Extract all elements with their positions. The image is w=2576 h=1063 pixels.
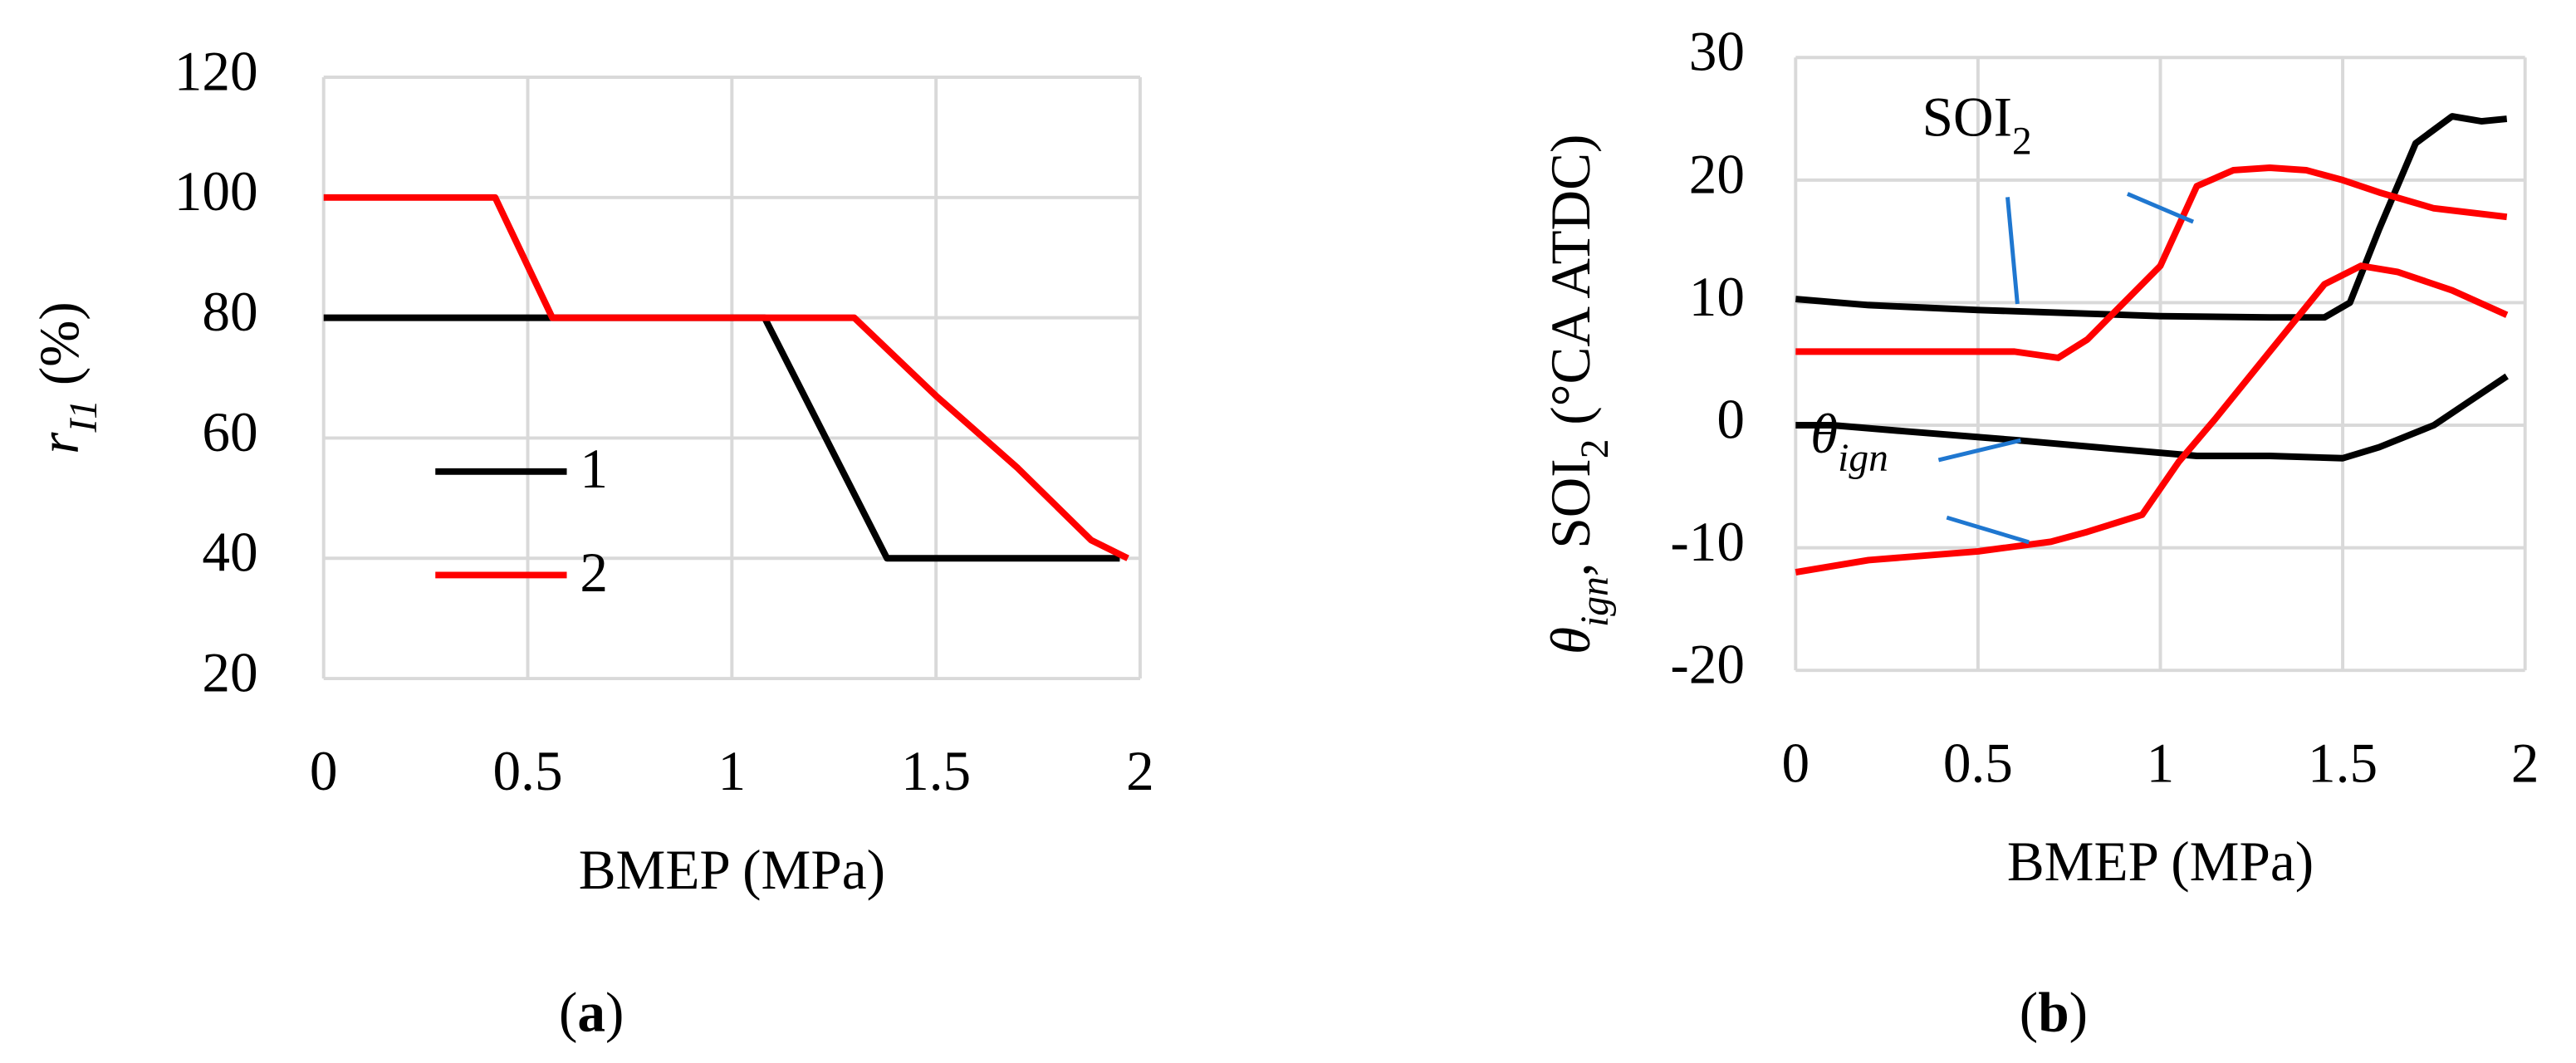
caption: (a) — [559, 982, 624, 1044]
x-tick-label: 0.5 — [493, 740, 563, 802]
leader-line — [1946, 515, 2030, 545]
y-tick-label: -20 — [1670, 634, 1745, 696]
x-tick-label: 2 — [1126, 740, 1154, 802]
data-line — [1795, 113, 2508, 321]
x-tick-label: 0 — [1781, 732, 1810, 794]
legend-label: 2 — [580, 541, 608, 604]
y-axis-label-part: (°CA ATDC) — [1540, 135, 1603, 439]
caption-part: b — [2038, 982, 2069, 1044]
y-tick-label: 40 — [202, 522, 257, 584]
x-axis-label: BMEP (MPa) — [579, 839, 885, 901]
y-axis-label-part: θ — [1540, 627, 1603, 654]
y-tick-label: 120 — [174, 40, 258, 102]
annotation-part: SOI — [1922, 86, 2012, 149]
x-tick-label: 1.5 — [901, 740, 971, 802]
legend-label: 1 — [580, 438, 608, 500]
data-line — [1795, 164, 2508, 361]
y-tick-label: 20 — [202, 641, 257, 703]
caption-part: a — [577, 982, 605, 1044]
caption-part: ( — [2020, 982, 2038, 1044]
x-tick-label: 1.5 — [2308, 732, 2378, 794]
x-tick-label: 0 — [310, 740, 338, 802]
y-axis-label-part: ign — [1574, 576, 1617, 627]
y-axis-label-part: (%) — [29, 301, 91, 399]
x-tick-label: 1 — [2147, 732, 2175, 794]
caption: (b) — [2020, 982, 2088, 1044]
annotation: SOI2 — [1922, 86, 2032, 163]
y-axis-label-part: r — [29, 432, 91, 454]
data-line — [1795, 373, 2509, 462]
data-line — [323, 193, 1129, 561]
annotation-part: 2 — [2012, 120, 2032, 163]
caption-part: ( — [559, 982, 577, 1044]
caption-part: ) — [605, 982, 624, 1044]
y-axis-label-part: , SOI — [1540, 458, 1603, 576]
y-tick-label: 80 — [202, 281, 257, 343]
leader-line — [2005, 197, 2020, 305]
data-line — [1795, 262, 2509, 576]
annotation-part: θ — [1810, 404, 1838, 466]
y-tick-label: -10 — [1670, 511, 1745, 573]
y-tick-label: 10 — [1689, 266, 1745, 328]
x-tick-label: 1 — [718, 740, 747, 802]
y-axis-label: rI1 (%) — [29, 301, 105, 453]
leader-line — [1937, 438, 2021, 463]
y-axis-label: θign, SOI2 (°CA ATDC) — [1540, 135, 1617, 654]
y-axis-label-part: 2 — [1574, 439, 1617, 459]
annotation: θign — [1810, 404, 1888, 480]
annotation-part: ign — [1838, 437, 1888, 480]
leader-line — [2126, 192, 2195, 224]
y-axis-label-part: I1 — [62, 399, 105, 434]
x-axis-label: BMEP (MPa) — [2007, 830, 2314, 893]
x-tick-label: 0.5 — [1943, 732, 2013, 794]
y-tick-label: 0 — [1717, 388, 1745, 450]
x-tick-label: 2 — [2511, 732, 2539, 794]
y-tick-label: 30 — [1689, 21, 1745, 83]
y-tick-label: 60 — [202, 401, 257, 463]
caption-part: ) — [2069, 982, 2088, 1044]
y-tick-label: 20 — [1689, 143, 1745, 205]
y-tick-label: 100 — [174, 160, 258, 223]
